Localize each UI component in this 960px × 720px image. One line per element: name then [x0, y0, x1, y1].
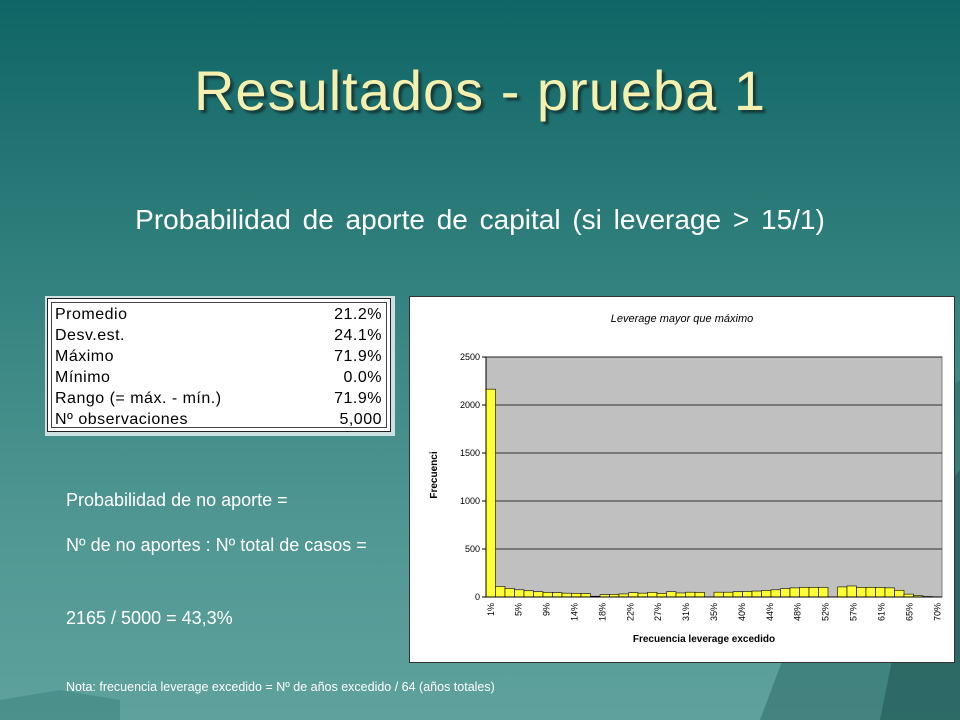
histogram-bar [837, 586, 848, 598]
chart-title: Leverage mayor que máximo [611, 313, 753, 325]
histogram-bar [742, 591, 753, 598]
x-tick-label: 9% [542, 603, 552, 616]
histogram-bar [637, 592, 648, 598]
x-tick-label: 52% [821, 603, 831, 621]
text-line-2: Nº de no aportes : Nº total de casos = [66, 535, 367, 555]
x-tick-label: 1% [486, 603, 496, 616]
slide-title: Resultados - prueba 1 [193, 59, 766, 122]
text-line-3: 2165 / 5000 = 43,3% [66, 608, 233, 628]
histogram-bar [780, 588, 791, 598]
stats-row-observaciones: Nº observaciones 5,000 [55, 411, 382, 428]
chart-frame: Leverage mayor que máximo 0 500 1000 1500 20… [409, 296, 955, 663]
histogram-bar [647, 592, 658, 598]
histogram-bar [818, 587, 829, 598]
x-tick-label: 5% [514, 603, 524, 616]
histogram-chart: Leverage mayor que máximo 0 500 1000 1500 20… [429, 313, 943, 645]
y-tick-label: 500 [465, 544, 480, 554]
y-tick-label: 2000 [460, 400, 480, 410]
histogram-bar [485, 388, 496, 598]
histogram-bar [666, 591, 677, 598]
histogram-bar [685, 591, 696, 598]
histogram-bar [770, 589, 781, 598]
histogram-bar [894, 589, 905, 598]
histogram-bar [884, 587, 895, 598]
y-tick-label: 2500 [460, 352, 480, 362]
histogram-bar [732, 591, 743, 598]
stats-row-minimo: Mínimo 0.0% [55, 369, 382, 386]
x-tick-label: 40% [737, 603, 747, 621]
histogram-bar [542, 592, 553, 598]
histogram-bar [808, 587, 819, 598]
histogram-bar [495, 586, 506, 598]
plot-area [485, 356, 943, 598]
stats-row-promedio: Promedio 21.2% [55, 306, 382, 323]
stats-table: Promedio 21.2% Desv.est. 24.1% Máximo 71.9%… [47, 298, 391, 432]
histogram-bar [799, 587, 810, 598]
y-axis-label: Frecuenci [429, 451, 440, 498]
histogram-bar [504, 588, 515, 598]
histogram-bar [761, 590, 772, 598]
x-axis-label: Frecuencia leverage excedido [633, 634, 775, 645]
histogram-bar [514, 589, 525, 598]
histogram-bar [713, 591, 724, 598]
y-tick-label: 0 [475, 592, 480, 602]
stats-row-maximo: Máximo 71.9% [55, 348, 382, 365]
histogram-bar [552, 592, 563, 598]
histogram-bar [656, 593, 667, 598]
histogram-bar [723, 591, 734, 598]
x-tick-label: 70% [932, 603, 942, 621]
x-tick-label: 35% [709, 603, 719, 621]
histogram-bar [846, 585, 857, 598]
histogram-bar [571, 593, 582, 598]
histogram-bar [628, 592, 639, 598]
x-tick-label: 44% [765, 603, 775, 621]
y-tick-label: 1500 [460, 448, 480, 458]
stats-row-desv: Desv.est. 24.1% [55, 327, 382, 344]
x-tick-label: 48% [793, 603, 803, 621]
histogram-bar [580, 593, 591, 598]
histogram-bar [523, 590, 534, 598]
histogram-bar [694, 592, 705, 598]
x-tick-label: 57% [849, 603, 859, 621]
x-tick-label: 31% [681, 603, 691, 621]
y-tick-label: 1000 [460, 496, 480, 506]
histogram-bar [875, 587, 886, 598]
x-tick-label: 14% [569, 603, 579, 621]
footnote: Nota: frecuencia leverage excedido = Nº … [66, 680, 495, 694]
histogram-bar [865, 587, 876, 598]
text-line-1: Probabilidad de no aporte = [66, 490, 288, 510]
stats-row-rango: Rango (= máx. - mín.) 71.9% [55, 390, 382, 407]
x-tick-label: 61% [876, 603, 886, 621]
histogram-bar [789, 587, 800, 598]
histogram-bar [561, 592, 572, 598]
x-tick-label: 18% [597, 603, 607, 621]
x-tick-label: 22% [625, 603, 635, 621]
x-tick-label: 27% [653, 603, 663, 621]
x-tick-label: 65% [904, 603, 914, 621]
histogram-bar [675, 592, 686, 598]
histogram-bar [533, 591, 544, 598]
slide-subtitle: Probabilidad de aporte de capital (si le… [135, 204, 825, 235]
histogram-bar [856, 587, 867, 598]
histogram-bar [751, 590, 762, 598]
